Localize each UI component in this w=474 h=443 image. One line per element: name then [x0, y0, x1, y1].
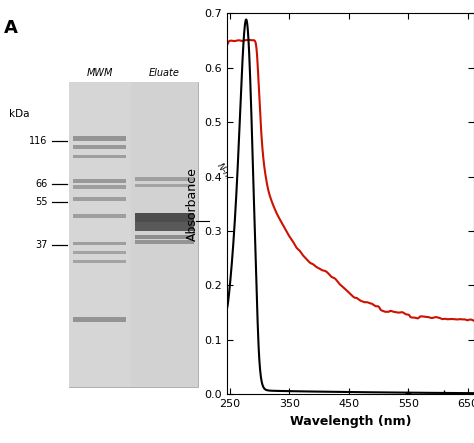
- Bar: [73, 198, 127, 201]
- Text: 66: 66: [35, 179, 47, 189]
- Bar: [69, 82, 131, 387]
- Bar: [73, 179, 127, 183]
- Bar: [135, 214, 193, 225]
- Bar: [69, 82, 198, 387]
- Bar: [73, 155, 127, 158]
- Bar: [73, 242, 127, 245]
- Bar: [135, 178, 193, 181]
- Text: kDa: kDa: [9, 109, 29, 119]
- Bar: [135, 235, 193, 239]
- Y-axis label: Absorbance: Absorbance: [185, 167, 199, 241]
- Bar: [73, 251, 127, 254]
- Bar: [73, 145, 127, 149]
- Bar: [73, 317, 127, 322]
- Bar: [73, 214, 127, 218]
- Bar: [73, 185, 127, 189]
- Text: $N$-his$_6$-HydA1: $N$-his$_6$-HydA1: [213, 159, 258, 217]
- Text: 37: 37: [35, 240, 47, 250]
- Text: Eluate: Eluate: [149, 68, 180, 78]
- X-axis label: Wavelength (nm): Wavelength (nm): [290, 415, 411, 427]
- Text: 55: 55: [35, 197, 47, 207]
- Text: MWM: MWM: [87, 68, 113, 78]
- Text: A: A: [4, 19, 18, 37]
- Text: 116: 116: [29, 136, 47, 146]
- Bar: [131, 82, 198, 387]
- Bar: [135, 240, 193, 244]
- Bar: [135, 222, 193, 231]
- Bar: [135, 184, 193, 187]
- Bar: [73, 136, 127, 140]
- Bar: [73, 260, 127, 264]
